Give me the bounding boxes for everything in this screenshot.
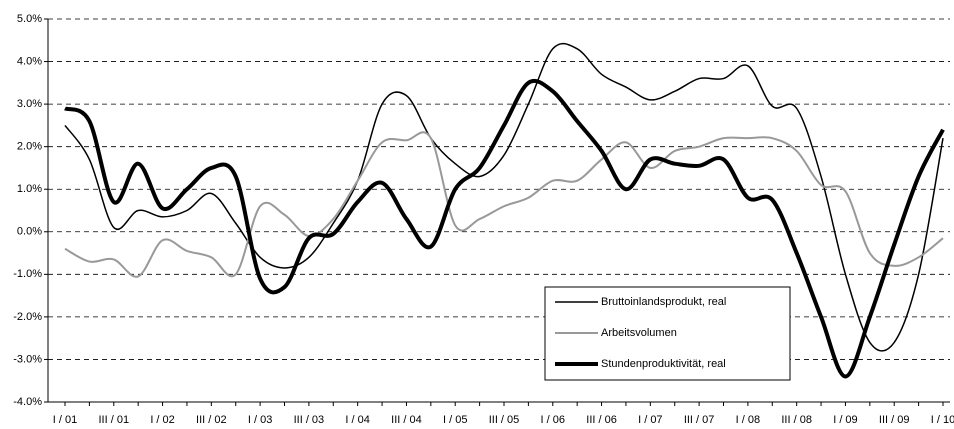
- x-tick-label: III / 04: [391, 414, 422, 426]
- y-tick-label: 4.0%: [17, 55, 42, 67]
- x-tick-label: III / 06: [586, 414, 617, 426]
- x-tick-label: III / 09: [879, 414, 910, 426]
- series-line: [64, 131, 944, 278]
- x-tick-label: I / 06: [541, 414, 565, 426]
- x-tick-label: I / 02: [150, 414, 174, 426]
- legend-label: Stundenproduktivität, real: [601, 358, 726, 370]
- y-tick-label: 5.0%: [17, 13, 42, 25]
- x-tick-label: III / 01: [98, 414, 129, 426]
- x-tick-label: I / 03: [248, 414, 272, 426]
- series-line: [64, 42, 944, 352]
- y-tick-label: 3.0%: [17, 98, 42, 110]
- x-tick-label: III / 05: [489, 414, 520, 426]
- y-tick-label: 2.0%: [17, 141, 42, 153]
- x-tick-label: I / 05: [443, 414, 467, 426]
- x-tick-label: III / 03: [294, 414, 325, 426]
- x-tick-label: I / 01: [53, 414, 77, 426]
- y-tick-label: -4.0%: [13, 396, 42, 408]
- y-tick-label: 1.0%: [17, 183, 42, 195]
- x-tick-label: I / 07: [638, 414, 662, 426]
- y-tick-label: -2.0%: [13, 311, 42, 323]
- y-tick-label: -1.0%: [13, 268, 42, 280]
- legend-label: Bruttoinlandsprodukt, real: [601, 296, 726, 308]
- x-tick-label: III / 08: [781, 414, 812, 426]
- x-tick-label: III / 02: [196, 414, 227, 426]
- series-line: [64, 78, 945, 379]
- x-tick-label: I / 09: [833, 414, 857, 426]
- x-tick-label: I / 04: [345, 414, 369, 426]
- x-tick-label: I / 08: [736, 414, 760, 426]
- x-tick-label: III / 07: [684, 414, 715, 426]
- legend-label: Arbeitsvolumen: [601, 327, 677, 339]
- y-tick-label: -3.0%: [13, 353, 42, 365]
- y-tick-label: 0.0%: [17, 226, 42, 238]
- x-tick-label: I / 10: [931, 414, 954, 426]
